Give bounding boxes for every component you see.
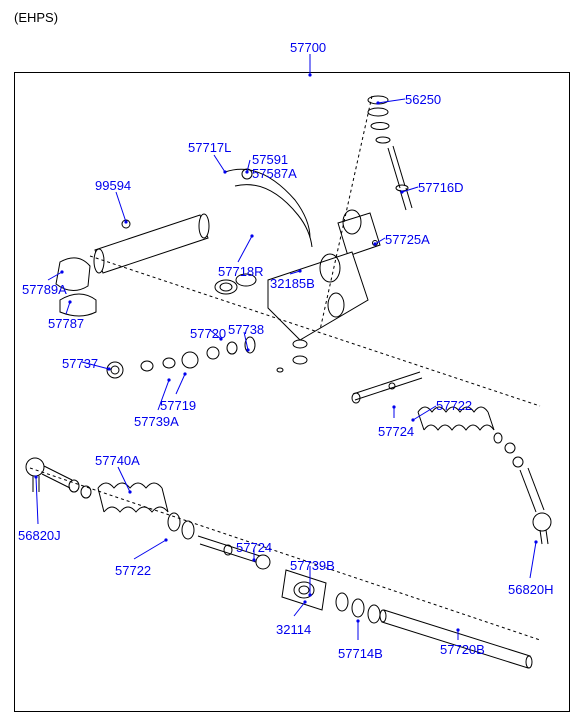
- part-callout[interactable]: 57738: [228, 322, 264, 337]
- part-callout[interactable]: 57720: [190, 326, 226, 341]
- part-callout[interactable]: 57716D: [418, 180, 464, 195]
- part-callout[interactable]: 57740A: [95, 453, 140, 468]
- part-callout[interactable]: 57719: [160, 398, 196, 413]
- part-callout[interactable]: 57718R: [218, 264, 264, 279]
- part-callout[interactable]: 57591: [252, 152, 288, 167]
- part-callout[interactable]: 57722: [436, 398, 472, 413]
- part-callout[interactable]: 57722: [115, 563, 151, 578]
- part-callout[interactable]: 56250: [405, 92, 441, 107]
- part-callout[interactable]: 57789A: [22, 282, 67, 297]
- part-callout[interactable]: 57700: [290, 40, 326, 55]
- part-callout[interactable]: 57737: [62, 356, 98, 371]
- part-callout[interactable]: 57717L: [188, 140, 231, 155]
- part-callout[interactable]: 57724: [378, 424, 414, 439]
- part-callout[interactable]: 32114: [276, 622, 311, 637]
- part-callout[interactable]: 57787: [48, 316, 84, 331]
- part-callout[interactable]: 57714B: [338, 646, 383, 661]
- part-callout[interactable]: 99594: [95, 178, 131, 193]
- part-callout[interactable]: 56820H: [508, 582, 554, 597]
- part-callout[interactable]: 56820J: [18, 528, 61, 543]
- part-callout[interactable]: 32185B: [270, 276, 315, 291]
- part-callout[interactable]: 57587A: [252, 166, 297, 181]
- part-callout[interactable]: 57739B: [290, 558, 335, 573]
- part-callout[interactable]: 57720B: [440, 642, 485, 657]
- part-callout[interactable]: 57724: [236, 540, 272, 555]
- part-callout[interactable]: 57725A: [385, 232, 430, 247]
- part-callout[interactable]: 57739A: [134, 414, 179, 429]
